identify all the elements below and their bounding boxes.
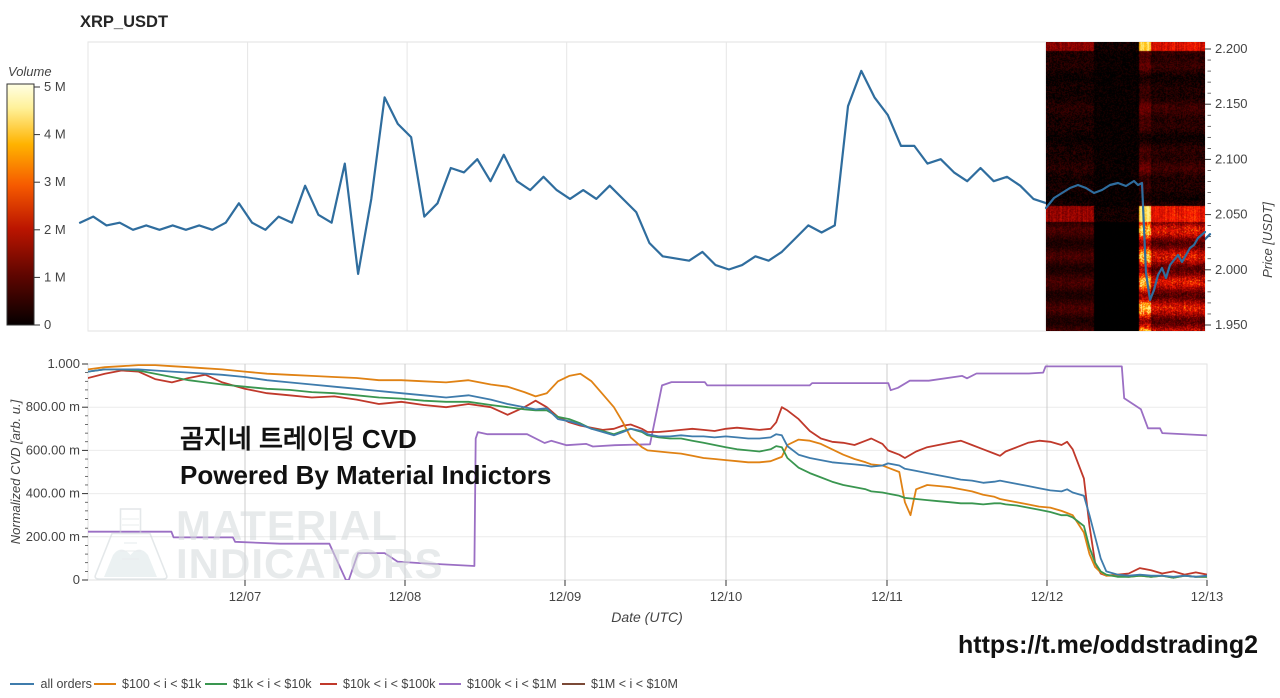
svg-text:1 M: 1 M (44, 269, 66, 284)
svg-text:200.00 m: 200.00 m (26, 529, 80, 544)
svg-text:12/09: 12/09 (549, 589, 582, 604)
svg-text:XRP_USDT: XRP_USDT (80, 13, 168, 31)
svg-text:600.00 m: 600.00 m (26, 442, 80, 457)
svg-text:2 M: 2 M (44, 222, 66, 237)
svg-text:Normalized CVD [arb. u.]: Normalized CVD [arb. u.] (8, 399, 23, 544)
svg-text:$1k < i < $10k: $1k < i < $10k (233, 677, 312, 691)
svg-text:2.100: 2.100 (1215, 151, 1248, 166)
svg-text:12/12: 12/12 (1031, 589, 1064, 604)
svg-text:12/10: 12/10 (710, 589, 743, 604)
svg-text:12/08: 12/08 (389, 589, 422, 604)
svg-text:1.950: 1.950 (1215, 317, 1248, 332)
svg-text:800.00 m: 800.00 m (26, 399, 80, 414)
svg-text:1.000: 1.000 (47, 356, 80, 371)
svg-text:all orders: all orders (41, 677, 92, 691)
svg-text:12/13: 12/13 (1191, 589, 1224, 604)
svg-text:곰지네 트레이딩 CVD: 곰지네 트레이딩 CVD (180, 424, 417, 454)
svg-text:$1M < i < $10M: $1M < i < $10M (591, 677, 678, 691)
svg-text:12/07: 12/07 (229, 589, 262, 604)
svg-text:INDICATORS: INDICATORS (176, 540, 443, 587)
svg-text:0: 0 (73, 572, 80, 587)
svg-text:2.050: 2.050 (1215, 207, 1248, 222)
svg-text:$100 < i < $1k: $100 < i < $1k (122, 677, 202, 691)
svg-text:https://t.me/oddstrading2: https://t.me/oddstrading2 (958, 631, 1258, 659)
svg-text:2.200: 2.200 (1215, 41, 1248, 56)
svg-text:0: 0 (44, 317, 51, 332)
svg-text:2.000: 2.000 (1215, 262, 1248, 277)
svg-text:2.150: 2.150 (1215, 96, 1248, 111)
svg-text:3 M: 3 M (44, 174, 66, 189)
svg-text:Price [USDT]: Price [USDT] (1260, 202, 1275, 278)
svg-text:Date (UTC): Date (UTC) (611, 609, 683, 625)
svg-text:5 M: 5 M (44, 79, 66, 94)
svg-text:400.00 m: 400.00 m (26, 486, 80, 501)
svg-text:Powered By Material Indictors: Powered By Material Indictors (180, 460, 551, 490)
svg-text:4 M: 4 M (44, 127, 66, 142)
svg-text:$100k < i < $1M: $100k < i < $1M (467, 677, 557, 691)
svg-text:Volume: Volume (8, 64, 52, 79)
svg-text:$10k < i < $100k: $10k < i < $100k (343, 677, 436, 691)
svg-text:12/11: 12/11 (871, 589, 903, 604)
